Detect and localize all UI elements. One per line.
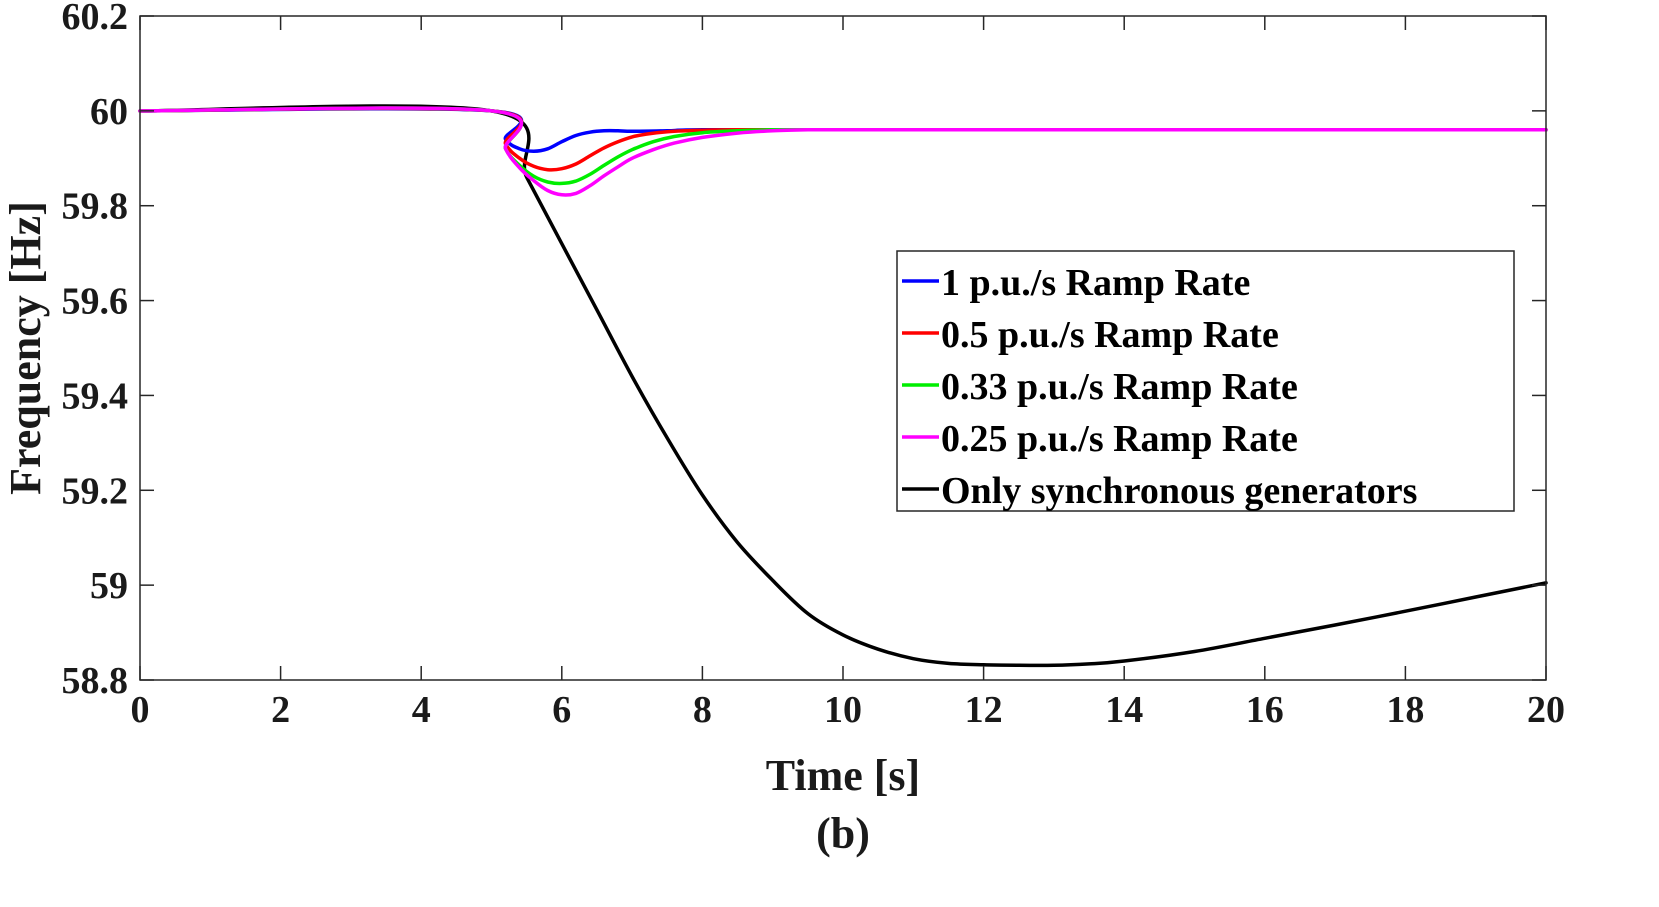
x-tick-label: 4 <box>412 689 431 731</box>
legend-entry-label: 1 p.u./s Ramp Rate <box>941 262 1250 304</box>
x-tick-label: 2 <box>271 689 290 731</box>
series-line-4 <box>138 104 1548 668</box>
y-axis-ticks: 58.8 59 59.2 59.4 59.6 59.8 60 60.2 <box>62 0 1546 702</box>
x-axis-ticks: 0 2 4 6 8 10 12 14 16 18 20 <box>131 16 1565 731</box>
x-tick-label: 20 <box>1527 689 1565 731</box>
legend-entry-label: Only synchronous generators <box>941 470 1417 512</box>
y-tick-label: 60 <box>90 91 128 133</box>
x-tick-label: 12 <box>965 689 1003 731</box>
legend-entry-label: 0.5 p.u./s Ramp Rate <box>941 314 1279 356</box>
legend-entry-label: 0.33 p.u./s Ramp Rate <box>941 366 1298 408</box>
x-tick-label: 6 <box>552 689 571 731</box>
x-tick-label: 18 <box>1386 689 1424 731</box>
series-line-3 <box>138 106 1548 197</box>
y-tick-label: 59.4 <box>62 375 129 417</box>
y-tick-label: 59.8 <box>62 186 129 228</box>
legend-entry-label: 0.25 p.u./s Ramp Rate <box>941 418 1298 460</box>
x-tick-label: 10 <box>824 689 862 731</box>
x-tick-label: 16 <box>1246 689 1284 731</box>
y-axis-label: Frequency [Hz] <box>1 201 50 495</box>
x-tick-label: 8 <box>693 689 712 731</box>
y-tick-label: 58.8 <box>62 660 129 702</box>
y-tick-label: 60.2 <box>62 0 129 38</box>
y-tick-label: 59 <box>90 565 128 607</box>
plot-lines <box>138 104 1548 668</box>
y-tick-label: 59.2 <box>62 470 129 512</box>
chart-caption: (b) <box>816 809 870 858</box>
legend: 1 p.u./s Ramp Rate 0.5 p.u./s Ramp Rate 0.… <box>896 250 1515 512</box>
x-axis-label: Time [s] <box>766 751 920 800</box>
legend-box <box>896 250 1515 512</box>
y-tick-label: 59.6 <box>62 281 129 323</box>
x-tick-label: 0 <box>131 689 150 731</box>
x-tick-label: 14 <box>1105 689 1143 731</box>
